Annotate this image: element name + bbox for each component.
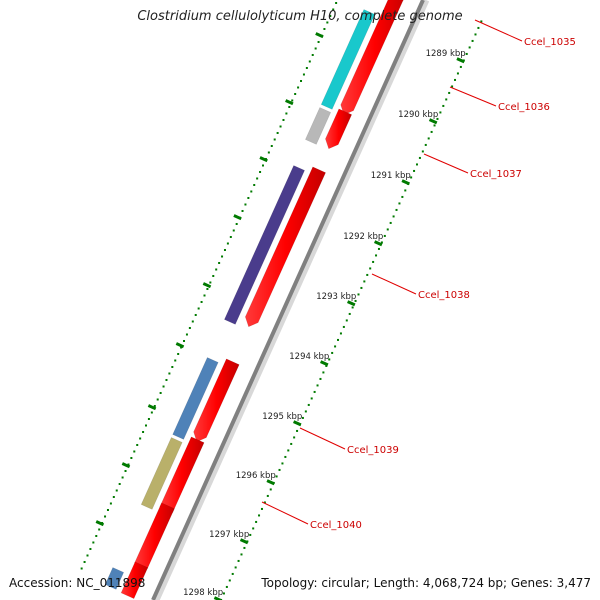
minor-tick-mark [147,404,157,411]
gene-label: Ccel_1039 [347,445,399,456]
tick-label: 1294 kbp [289,352,329,362]
tick-label: 1298 kbp [183,588,223,598]
outer-tick-ring [220,20,483,600]
cds-feature [305,107,332,145]
minor-tick-mark [121,462,131,469]
tick-label: 1296 kbp [236,471,276,481]
minor-tick-mark [315,32,324,39]
minor-tick-mark [259,156,268,163]
gene-features [104,0,404,599]
tick-label: 1293 kbp [316,292,356,302]
major-tick-mark [373,240,383,247]
gene-callout-line [423,153,469,174]
inner-tick-ring [80,1,338,570]
accession-text: Accession: NC_011898 [9,576,146,590]
tick-label: 1289 kbp [426,49,466,59]
major-tick-mark [456,57,465,64]
gene-label: Ccel_1038 [418,290,470,301]
minor-tick-mark [233,214,242,221]
genome-backbone [151,0,425,600]
minor-tick-mark [175,342,185,349]
tick-label: 1290 kbp [398,110,438,120]
gene-label: Ccel_1037 [470,169,522,180]
gene-feature [193,358,240,443]
cds-feature [320,9,376,110]
gene-callout-line [261,501,309,525]
tick-label: 1291 kbp [371,171,411,181]
gene-feature [340,0,404,116]
cds-feature [224,165,305,325]
gene-label: Ccel_1040 [310,520,362,531]
gene-feature [120,561,149,599]
gene-callout-line [474,19,523,42]
major-tick-mark [292,420,302,427]
gene-feature [325,108,353,150]
gene-label: Ccel_1035 [524,37,576,48]
tick-label: 1292 kbp [343,232,383,242]
cds-feature [140,437,183,510]
tick-label: 1297 kbp [209,530,249,540]
backbone-shadow [152,0,430,600]
major-tick-mark [266,479,275,486]
gene-callout-line [371,273,417,295]
kbp-scale: 1289 kbp 1290 kbp 1291 kbp 1292 kbp 1293 kbp… [80,1,483,600]
major-tick-mark [213,596,223,600]
major-tick-mark [401,179,410,186]
gene-labels: Ccel_1035 Ccel_1036 Ccel_1037 Ccel_1038 Ccel… [261,19,576,531]
tick-label: 1295 kbp [262,412,302,422]
major-tick-mark [239,538,249,545]
genome-summary-text: Topology: circular; Length: 4,068,724 bp… [261,576,591,590]
minor-tick-mark [202,282,212,289]
map-title: Clostridium cellulolyticum H10, complete… [137,9,463,24]
gene-callout-line [299,427,346,450]
cds-feature [104,567,125,590]
cds-feature [172,357,219,440]
minor-tick-mark [95,520,105,527]
major-tick-mark [346,300,356,307]
major-tick-mark [428,118,438,125]
gene-callout-line [449,86,497,107]
gene-label: Ccel_1036 [498,102,550,113]
gene-feature [244,166,326,328]
minor-tick-mark [285,99,294,106]
major-tick-mark [319,360,329,367]
